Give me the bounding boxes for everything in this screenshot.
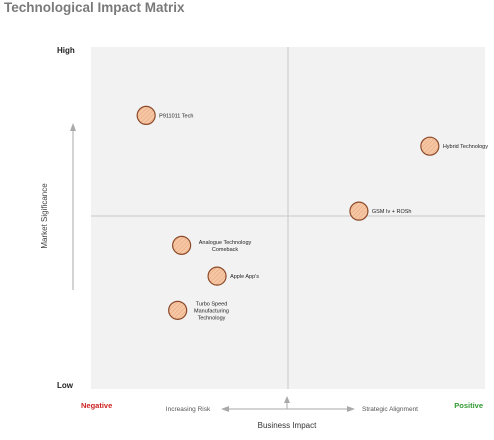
x-arrow-up-head [284,396,290,403]
chart-title: Technological Impact Matrix [4,0,185,15]
data-point-label-4: Apple App's [230,274,259,280]
data-point-4 [207,266,227,286]
x-right-arrow-label: Strategic Alignment [362,406,418,413]
y-high-label: High [57,46,75,55]
x-negative-label: Negative [81,401,112,410]
y-arrow-head [70,123,76,131]
data-point-label-0: P911011 Tech [159,113,193,119]
y-axis-label: Market Sigificance [40,183,49,249]
data-point-label-5: Turbo Speed Manufacturing Technology [194,301,229,321]
data-point-label-3: Analogue Technology Comeback [199,240,252,253]
y-low-label: Low [57,381,74,390]
data-point-1 [420,136,440,156]
data-point-2 [349,201,369,221]
data-points: P911011 Tech Hybrid Technology GSM Iv + RO… [136,105,488,321]
data-point-0 [136,105,156,126]
x-left-arrow-label: Increasing Risk [166,406,211,413]
x-arrow-left-head [221,406,229,412]
data-point-3 [172,235,192,255]
x-positive-label: Positive [454,401,483,410]
x-axis-label: Business Impact [258,421,317,430]
data-point-5 [168,300,188,320]
x-arrow-right-head [347,406,355,412]
data-point-label-2: GSM Iv + ROSh [372,209,412,215]
data-point-label-1: Hybrid Technology [443,144,488,150]
